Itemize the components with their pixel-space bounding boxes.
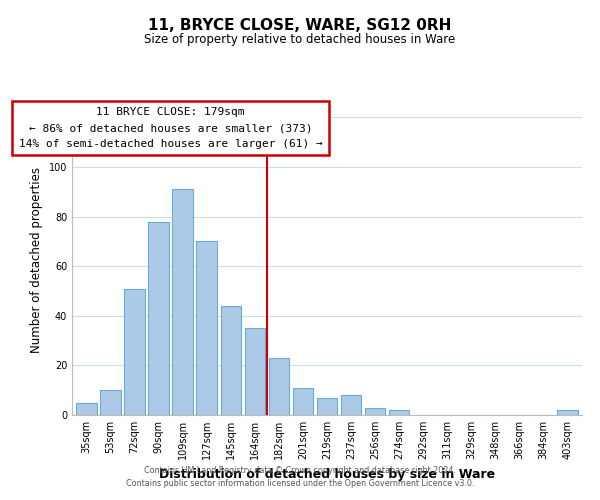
Bar	[148, 222, 169, 415]
Bar	[100, 390, 121, 415]
Y-axis label: Number of detached properties: Number of detached properties	[30, 167, 43, 353]
Bar	[172, 190, 193, 415]
Text: 11, BRYCE CLOSE, WARE, SG12 0RH: 11, BRYCE CLOSE, WARE, SG12 0RH	[148, 18, 452, 32]
Bar	[76, 402, 97, 415]
Bar	[341, 395, 361, 415]
Bar	[557, 410, 578, 415]
Text: 11 BRYCE CLOSE: 179sqm
← 86% of detached houses are smaller (373)
14% of semi-de: 11 BRYCE CLOSE: 179sqm ← 86% of detached…	[19, 108, 323, 148]
X-axis label: Distribution of detached houses by size in Ware: Distribution of detached houses by size …	[159, 468, 495, 480]
Bar	[269, 358, 289, 415]
Bar	[124, 288, 145, 415]
Bar	[293, 388, 313, 415]
Bar	[221, 306, 241, 415]
Bar	[317, 398, 337, 415]
Text: Contains HM Land Registry data © Crown copyright and database right 2024.
Contai: Contains HM Land Registry data © Crown c…	[126, 466, 474, 487]
Text: Size of property relative to detached houses in Ware: Size of property relative to detached ho…	[145, 32, 455, 46]
Bar	[389, 410, 409, 415]
Bar	[245, 328, 265, 415]
Bar	[365, 408, 385, 415]
Bar	[196, 242, 217, 415]
